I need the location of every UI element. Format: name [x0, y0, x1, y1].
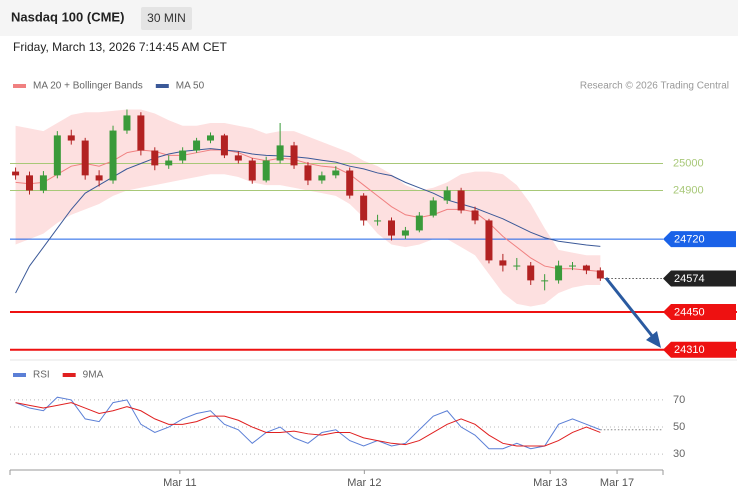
level-label-box	[663, 270, 736, 287]
candle-body	[596, 270, 604, 279]
candle-body	[290, 145, 298, 166]
x-tick-label: Mar 11	[163, 477, 196, 489]
level-label: 25000	[673, 157, 704, 169]
candle-body	[193, 140, 201, 151]
rsi-tick-label: 30	[673, 448, 685, 460]
candle-body	[81, 140, 89, 176]
level-label: 24310	[674, 344, 705, 356]
candle-body	[541, 280, 549, 282]
candle-body	[318, 175, 326, 181]
candle-body	[429, 200, 437, 216]
timeframe-box[interactable]	[141, 7, 192, 30]
candle-body	[499, 260, 507, 266]
level-label-box	[663, 341, 736, 358]
candle-body	[387, 220, 395, 236]
candle-body	[95, 175, 103, 181]
rsi-tick-label: 50	[673, 421, 685, 433]
candle-body	[555, 265, 563, 281]
candle-body	[109, 130, 117, 181]
x-tick-label: Mar 17	[600, 477, 634, 489]
level-label: 24900	[673, 184, 704, 196]
rsi-tick-label: 70	[673, 394, 685, 406]
candle-body	[513, 265, 521, 267]
rsi-line	[15, 396, 601, 450]
candle-body	[374, 220, 382, 222]
x-tick-label: Mar 13	[533, 477, 567, 489]
level-label: 24574	[674, 273, 705, 285]
candle-body	[471, 210, 479, 221]
candle-body	[25, 175, 33, 191]
candle-body	[220, 135, 228, 156]
candle-body	[53, 135, 61, 176]
candle-body	[485, 220, 493, 261]
chart-title: Nasdaq 100 (CME)	[11, 9, 124, 24]
candle-body	[360, 195, 368, 221]
subtitle: Friday, March 13, 2026 7:14:45 AM CET	[13, 40, 228, 54]
candle-body	[568, 265, 576, 267]
legend-label: 9MA	[83, 370, 104, 381]
candle-body	[415, 215, 423, 231]
candle-body	[262, 160, 270, 181]
candle-body	[457, 190, 465, 211]
candle-body	[276, 145, 284, 161]
level-label-box	[663, 303, 736, 320]
candle-body	[12, 171, 20, 176]
forecast-arrow	[604, 277, 661, 348]
candle-body	[234, 155, 242, 161]
credit: Research © 2026 Trading Central	[580, 81, 729, 92]
candle-body	[248, 160, 256, 181]
candle-body	[304, 165, 312, 181]
candle-body	[527, 265, 535, 281]
candle-body	[582, 265, 590, 271]
arrow-shaft	[604, 277, 655, 338]
candle-body	[332, 170, 340, 176]
bollinger-band	[15, 109, 601, 307]
legend-label: RSI	[33, 370, 50, 381]
candle-body	[443, 190, 451, 201]
candle-body	[39, 175, 47, 191]
candle-body	[206, 135, 214, 141]
header-band	[0, 0, 738, 36]
x-tick-label: Mar 12	[347, 477, 381, 489]
candle-body	[401, 230, 409, 236]
candle-body	[165, 160, 173, 166]
level-label: 24450	[674, 306, 705, 318]
level-label-box	[663, 231, 736, 248]
legend-label: MA 20 + Bollinger Bands	[33, 81, 143, 92]
candle-body	[67, 135, 75, 141]
timeframe[interactable]: 30 MIN	[147, 11, 186, 25]
candle-body	[123, 115, 131, 131]
candle-body	[179, 150, 187, 161]
candle-body	[151, 150, 159, 166]
legend-label: MA 50	[176, 81, 205, 92]
candle-body	[137, 115, 145, 151]
level-label: 24720	[674, 233, 705, 245]
arrow-head	[646, 331, 661, 348]
rsi-line	[15, 402, 601, 447]
candle-body	[346, 170, 354, 196]
